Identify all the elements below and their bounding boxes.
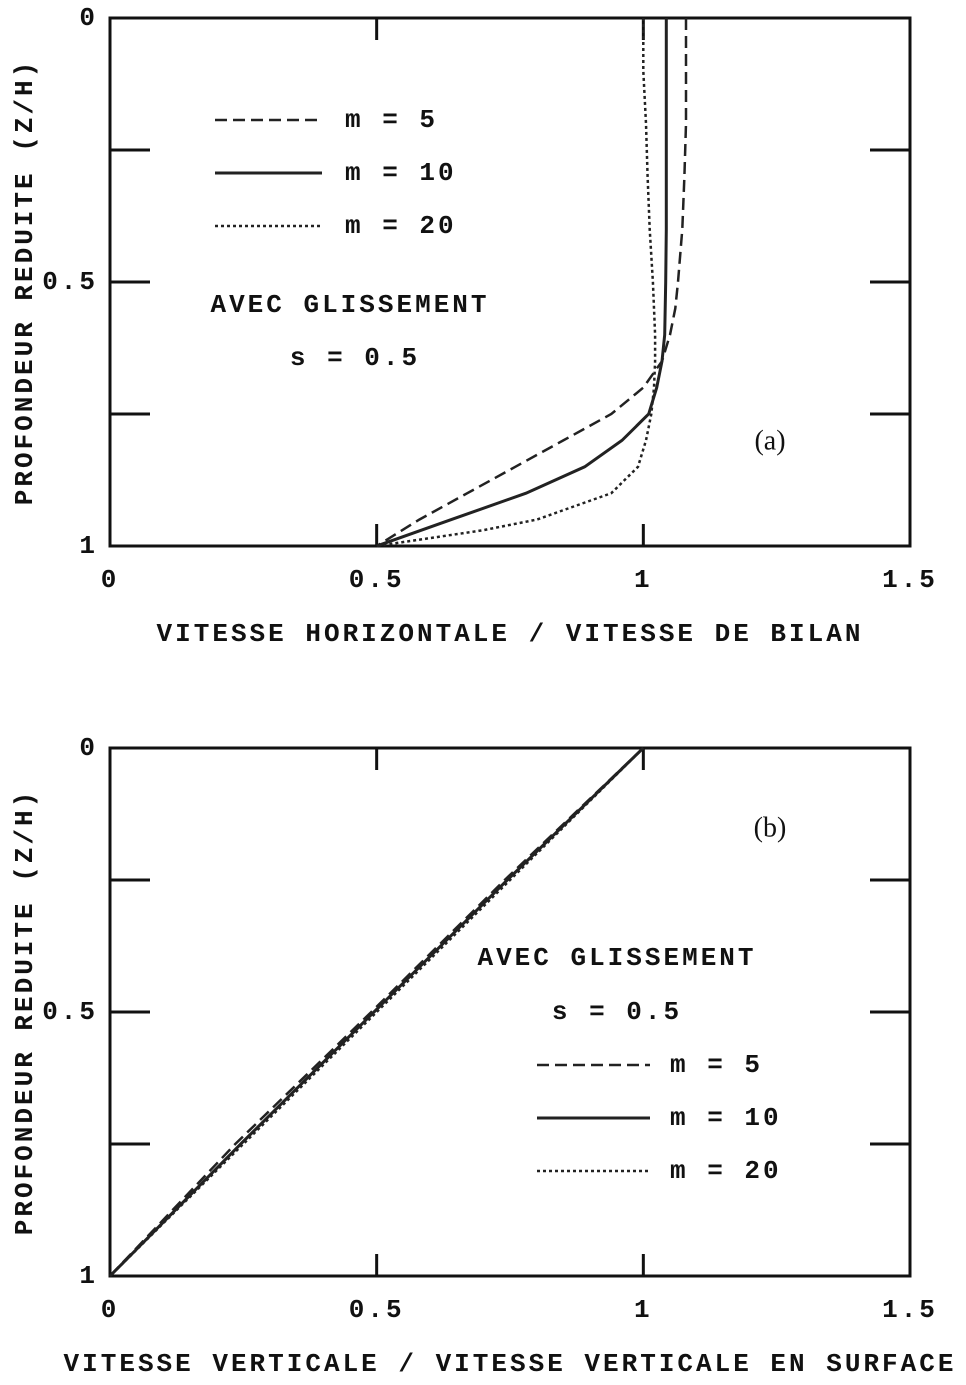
- series-line: [376, 18, 668, 548]
- annotation: s = 0.5: [290, 343, 420, 373]
- x-tick-label: 1.5: [882, 565, 938, 595]
- legend-label: m = 5: [345, 105, 438, 135]
- legend-label: m = 20: [670, 1156, 782, 1186]
- y-axis-label: PROFONDEUR REDUITE (Z/H): [10, 789, 40, 1235]
- legend-label: m = 5: [670, 1050, 763, 1080]
- series-line: [376, 18, 688, 548]
- plot-frame: [108, 16, 912, 548]
- x-axis-label: VITESSE VERTICALE / VITESSE VERTICALE EN…: [64, 1349, 957, 1379]
- y-tick-label: 1: [79, 1261, 98, 1291]
- legend-label: m = 20: [345, 211, 457, 241]
- annotation: AVEC GLISSEMENT: [210, 290, 489, 320]
- annotation: s = 0.5: [552, 997, 682, 1027]
- legend-label: m = 10: [345, 158, 457, 188]
- annotation: AVEC GLISSEMENT: [477, 943, 756, 973]
- y-tick-label: 0.5: [42, 267, 98, 297]
- x-tick-label: 1: [634, 565, 653, 595]
- x-tick-label: 0.5: [349, 565, 405, 595]
- x-tick-label: 0.5: [349, 1295, 405, 1325]
- x-tick-label: 1: [634, 1295, 653, 1325]
- plot-frame: [108, 746, 912, 1278]
- x-axis-label: VITESSE HORIZONTALE / VITESSE DE BILAN: [157, 619, 864, 649]
- x-tick-label: 1.5: [882, 1295, 938, 1325]
- panel-label: (b): [754, 812, 787, 843]
- panel-label: (a): [754, 425, 785, 456]
- y-tick-label: 0.5: [42, 997, 98, 1027]
- series-line: [376, 18, 657, 548]
- y-axis-label: PROFONDEUR REDUITE (Z/H): [10, 59, 40, 505]
- x-tick-label: 0: [101, 565, 120, 595]
- y-tick-label: 1: [79, 531, 98, 561]
- series-line: [109, 747, 645, 1277]
- x-tick-label: 0: [101, 1295, 120, 1325]
- y-tick-label: 0: [79, 733, 98, 763]
- legend-label: m = 10: [670, 1103, 782, 1133]
- y-tick-label: 0: [79, 3, 98, 33]
